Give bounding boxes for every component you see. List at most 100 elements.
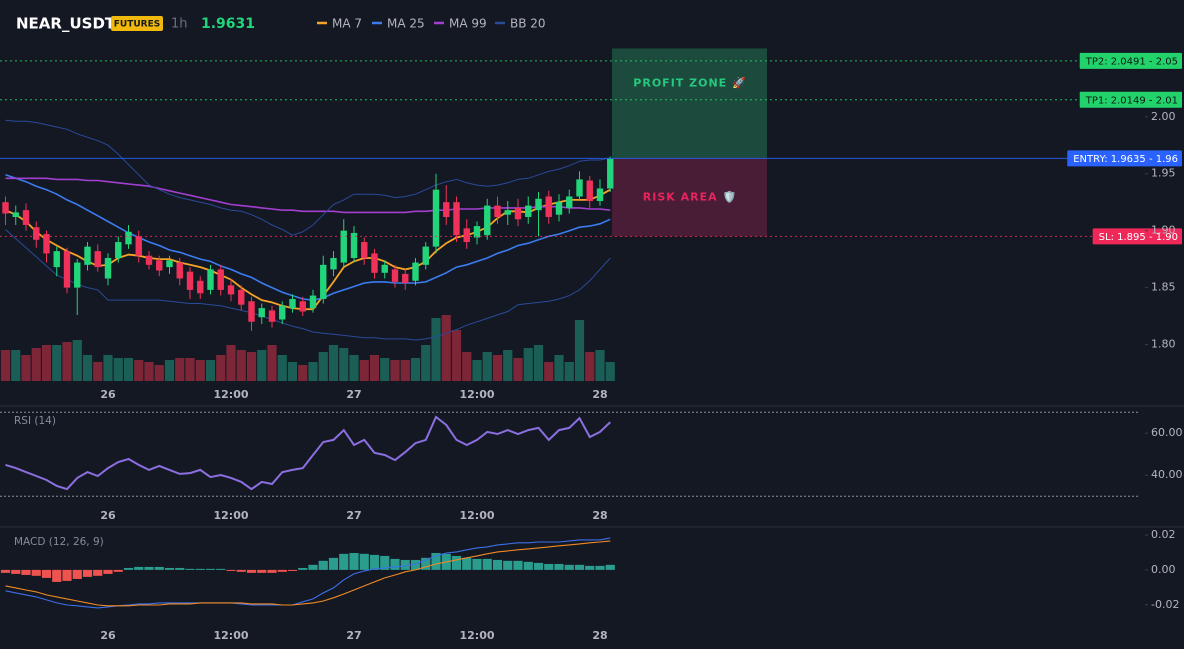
macd-histogram-bar <box>205 568 216 570</box>
macd-histogram-bar <box>421 557 431 570</box>
candle-body <box>289 298 296 309</box>
macd-histogram-bar <box>236 569 246 572</box>
volume-bar <box>544 362 554 381</box>
volume-bar <box>523 348 533 381</box>
volume-bar <box>0 350 11 381</box>
bb-line <box>5 229 611 341</box>
macd-histogram-bar <box>41 569 52 578</box>
candle-body <box>391 269 399 282</box>
candle-body <box>207 269 214 290</box>
volume-bar <box>134 360 144 381</box>
volume-bar <box>380 358 390 381</box>
legend-label: MA 99 <box>449 17 487 31</box>
macd-histogram-bar <box>267 569 277 573</box>
level-label-bg <box>1092 228 1182 245</box>
candle-body <box>12 212 19 217</box>
ma-line <box>5 174 611 301</box>
x-tick-label: 12:00 <box>213 629 248 642</box>
x-tick-label: 28 <box>592 388 607 401</box>
volume-bar <box>164 360 175 381</box>
macd-histogram-bar <box>287 569 298 571</box>
macd-histogram-bar <box>113 569 123 572</box>
candle-body <box>63 251 71 288</box>
volume-bar <box>52 345 62 381</box>
volume-bar <box>492 355 503 381</box>
badge-bg <box>111 16 163 31</box>
macd-histogram-bar <box>349 552 359 570</box>
macd-histogram-bar <box>503 560 513 570</box>
candle-body <box>94 251 101 268</box>
macd-histogram-bar <box>11 569 21 574</box>
level-label: TP1: 2.0149 - 2.01 <box>1085 95 1178 106</box>
candle-body <box>299 301 306 312</box>
level-label-bg <box>1079 91 1182 108</box>
macd-histogram-bar <box>62 569 72 581</box>
macd-histogram-bar <box>123 567 134 570</box>
candle-body <box>227 285 235 295</box>
candle-body <box>238 289 245 305</box>
volume-bar <box>175 358 185 381</box>
volume-bar <box>451 330 462 381</box>
volume-bar <box>421 345 431 381</box>
volume-bar <box>195 360 205 381</box>
y-tick-label: -0.02 <box>1151 598 1179 611</box>
macd-histogram-bar <box>533 562 544 570</box>
candle-body <box>371 253 378 273</box>
macd-histogram-bar <box>93 569 103 576</box>
volume-bar <box>216 355 226 381</box>
macd-histogram-bar <box>246 569 257 573</box>
candle-body <box>217 269 224 290</box>
macd-histogram-bar <box>482 558 492 570</box>
candle-body <box>412 262 419 281</box>
x-tick-label: 12:00 <box>459 629 494 642</box>
volume-bar <box>472 360 482 381</box>
macd-histogram-bar <box>144 566 154 570</box>
macd-histogram-bar <box>31 569 41 576</box>
candle-body <box>43 234 50 254</box>
macd-histogram-bar <box>369 554 380 570</box>
y-tick-label: 2.00 <box>1151 110 1176 123</box>
macd-histogram-bar <box>134 566 144 570</box>
volume-bar <box>369 355 380 381</box>
x-tick-label: 27 <box>346 629 361 642</box>
volume-bar <box>246 352 257 381</box>
volume-bar <box>267 345 277 381</box>
candle-body <box>607 158 614 189</box>
volume-bar <box>308 362 318 381</box>
level-label-bg <box>1079 52 1182 69</box>
candle-body <box>340 230 347 263</box>
pane-title: MACD (12, 26, 9) <box>14 536 104 548</box>
macd-histogram-bar <box>380 555 390 570</box>
volume-bar <box>21 355 31 381</box>
candle-body <box>422 246 429 265</box>
macd-histogram-bar <box>21 569 31 575</box>
volume-bar <box>277 355 287 381</box>
candle-body <box>381 264 388 273</box>
volume-bar <box>605 362 615 381</box>
candle-body <box>432 189 440 247</box>
candle-body <box>453 202 460 236</box>
volume-bar <box>318 352 328 381</box>
volume-bar <box>226 345 236 381</box>
x-tick-label: 12:00 <box>459 388 494 401</box>
interval: 1h <box>171 17 188 32</box>
macd-histogram-bar <box>154 566 164 570</box>
zone <box>612 158 767 237</box>
macd-histogram-bar <box>400 559 410 570</box>
macd-histogram-bar <box>72 569 82 579</box>
volume-bar <box>62 342 72 381</box>
candle-body <box>535 198 542 211</box>
volume-bar <box>113 358 123 381</box>
pane-title: RSI (14) <box>14 415 56 427</box>
candle-body <box>248 301 255 322</box>
volume-bar <box>533 345 544 381</box>
volume-bar <box>123 358 134 381</box>
x-tick-label: 27 <box>346 509 361 522</box>
macd-histogram-bar <box>277 569 287 572</box>
volume-bar <box>564 362 574 381</box>
volume-bar <box>11 350 21 381</box>
candle-body <box>514 207 522 220</box>
y-tick-label: 60.00 <box>1151 426 1183 439</box>
macd-line <box>5 540 611 607</box>
